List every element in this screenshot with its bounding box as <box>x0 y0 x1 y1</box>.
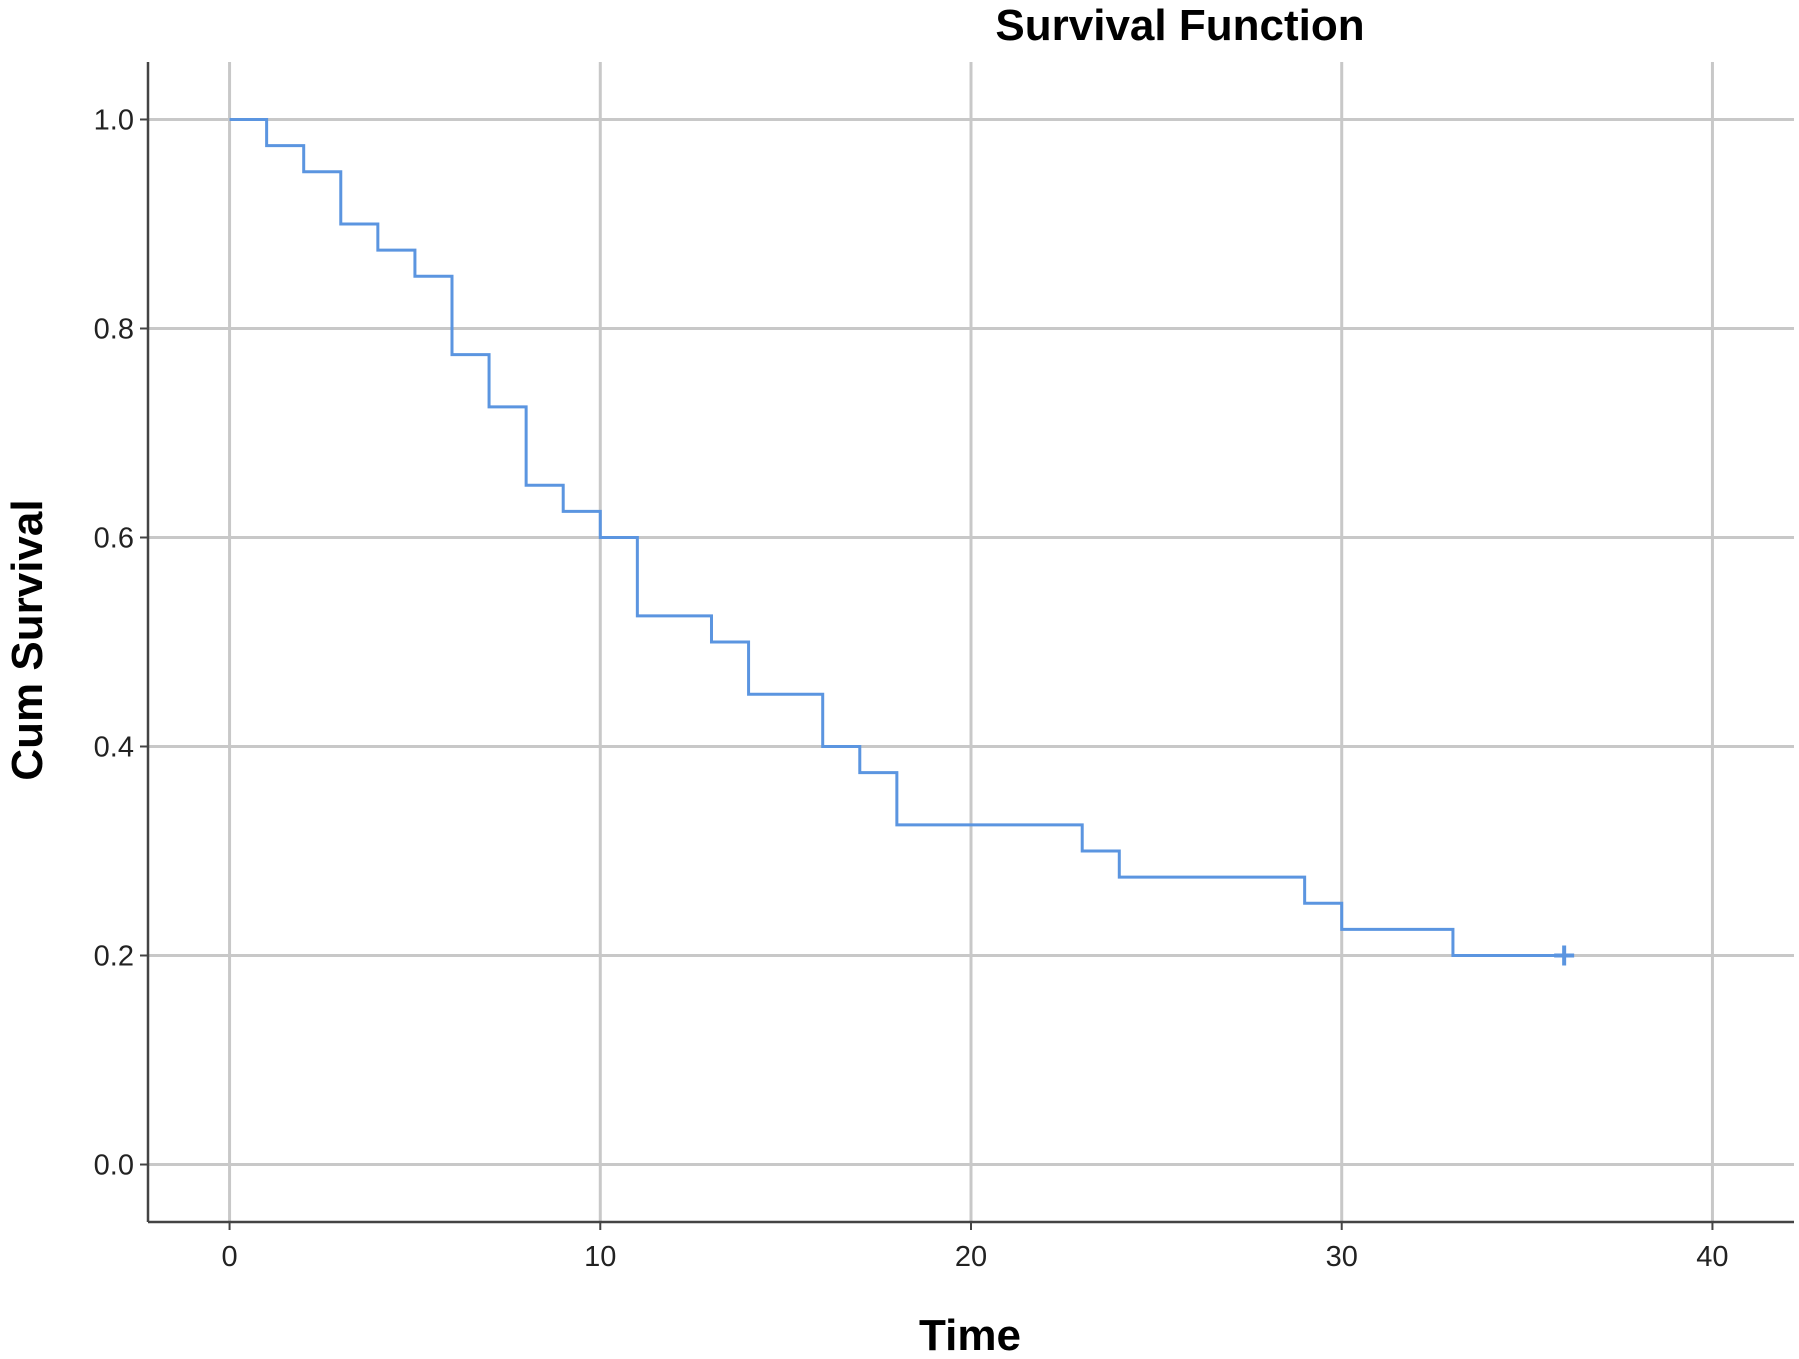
series-layer <box>229 117 1575 966</box>
y-tick-labels: 0.0 0.2 0.4 0.6 0.8 1.0 <box>94 104 134 1181</box>
y-axis-title: Cum Survival <box>3 499 52 780</box>
x-tick-label: 20 <box>955 1241 987 1273</box>
survival-curve-0 <box>229 117 1565 958</box>
gridlines <box>148 62 1794 1222</box>
censor-mark-0 <box>1554 945 1575 966</box>
x-tick-labels: 0 10 20 30 40 <box>221 1241 1728 1273</box>
x-tick-label: 0 <box>221 1241 237 1273</box>
x-tick-label: 10 <box>584 1241 616 1273</box>
x-tick-label: 40 <box>1696 1241 1728 1273</box>
x-tick-label: 30 <box>1326 1241 1358 1273</box>
chart-title: Survival Function <box>995 1 1364 50</box>
y-tick-label: 1.0 <box>94 104 134 136</box>
y-tick-label: 0.2 <box>94 941 134 973</box>
y-tick-label: 0.0 <box>94 1150 134 1182</box>
y-tick-label: 0.6 <box>94 522 134 554</box>
y-tick-label: 0.4 <box>94 732 134 764</box>
axes <box>140 62 1794 1230</box>
y-tick-label: 0.8 <box>94 313 134 345</box>
x-axis-title: Time <box>919 1311 1021 1359</box>
